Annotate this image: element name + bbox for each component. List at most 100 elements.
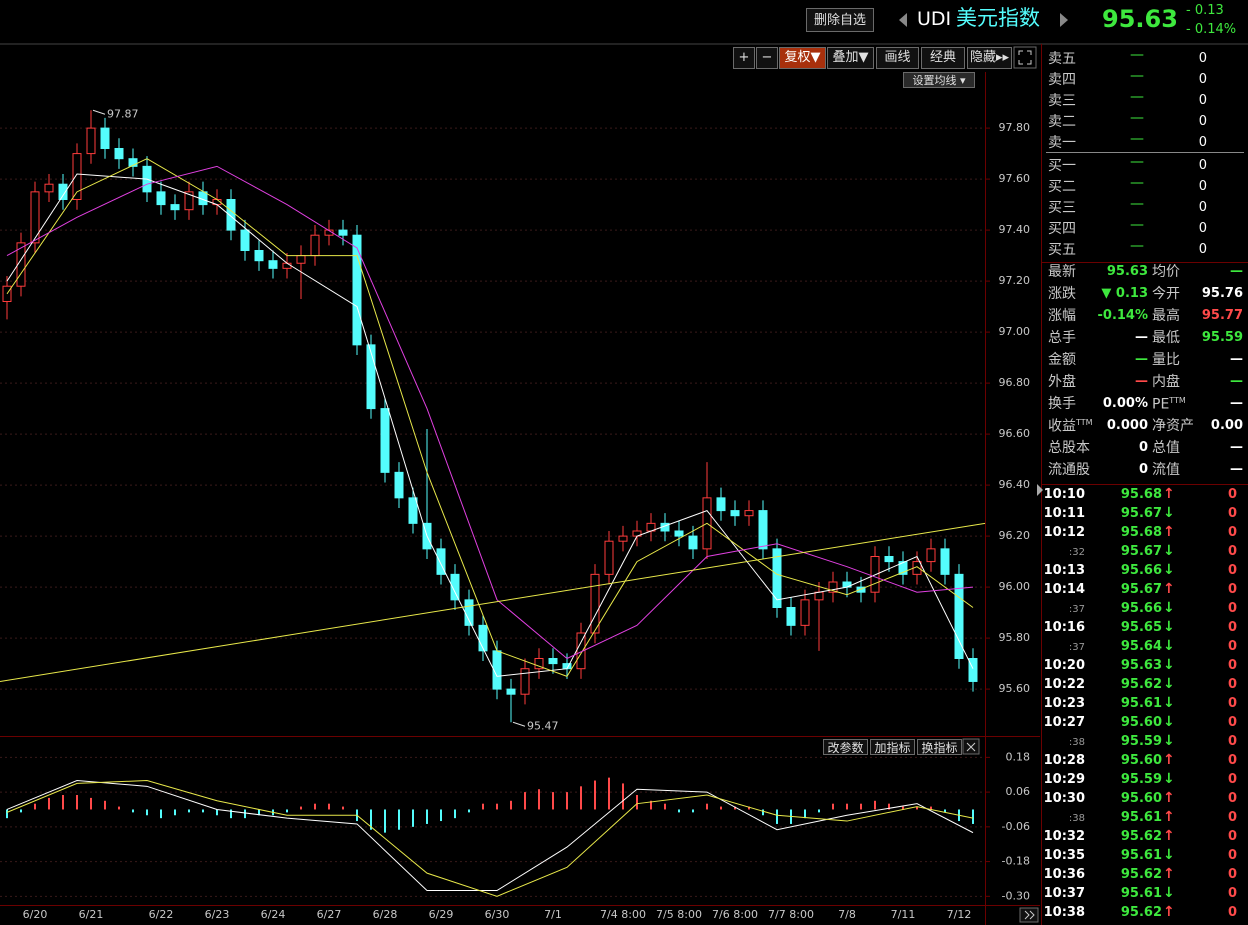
- book-label: 买三: [1048, 200, 1076, 216]
- toolbar-button[interactable]: 隐藏▸▸: [967, 47, 1012, 69]
- quote-label: 最新: [1048, 264, 1076, 280]
- indicator-button[interactable]: 加指标: [870, 739, 915, 755]
- quote-label: 净资产: [1152, 418, 1194, 434]
- x-tick-label: 6/24: [261, 908, 286, 921]
- trade-price: 95.61: [1120, 886, 1162, 901]
- indicator-button[interactable]: 换指标: [917, 739, 962, 755]
- book-price: —: [1130, 196, 1144, 212]
- indicator-line: [6, 780, 974, 897]
- trade-direction: ↓: [1163, 600, 1175, 616]
- quote-label: 总手: [1048, 330, 1076, 346]
- quote-value: —: [1135, 374, 1148, 389]
- candle-body: [156, 191, 166, 206]
- trade-direction: ↑: [1163, 790, 1175, 806]
- candle-body: [814, 591, 824, 601]
- trade-price: 95.60: [1120, 791, 1162, 806]
- quote-label: 总股本: [1048, 440, 1090, 456]
- candle-body: [100, 127, 110, 150]
- trade-time: 10:10: [1043, 487, 1085, 502]
- trade-volume: 0: [1227, 905, 1237, 920]
- trade-volume: 0: [1227, 525, 1237, 540]
- trade-direction: ↓: [1163, 505, 1175, 521]
- watchlist-button[interactable]: 删除自选: [806, 8, 874, 32]
- trade-direction: ↓: [1163, 543, 1175, 559]
- trade-volume: 0: [1227, 772, 1237, 787]
- candle-body: [604, 540, 614, 575]
- candle-body: [520, 668, 530, 695]
- candle-body: [898, 561, 908, 575]
- quote-value: 95.77: [1201, 308, 1243, 323]
- trade-price: 95.61: [1120, 810, 1162, 825]
- fullscreen-icon[interactable]: [1013, 46, 1037, 69]
- trade-price: 95.62: [1120, 677, 1162, 692]
- x-tick-label: 7/1: [544, 908, 562, 921]
- quote-value: —: [1230, 352, 1243, 367]
- y-tick-label: 0.06: [1006, 785, 1031, 798]
- candle-body: [226, 199, 236, 231]
- book-price: —: [1130, 89, 1144, 105]
- trade-volume: 0: [1227, 886, 1237, 901]
- trade-price: 95.59: [1120, 772, 1162, 787]
- x-tick-label: 6/22: [149, 908, 174, 921]
- toolbar-button[interactable]: +: [733, 47, 755, 69]
- next-arrow[interactable]: [1060, 13, 1068, 27]
- trade-time: :37: [1068, 642, 1085, 653]
- close-indicator[interactable]: [962, 738, 980, 755]
- y-tick-label: 97.00: [999, 325, 1031, 338]
- y-tick-label: 96.80: [999, 376, 1031, 389]
- quote-value: —: [1230, 264, 1243, 279]
- ma-settings[interactable]: 设置均线 ▾: [903, 72, 975, 88]
- candle-body: [926, 548, 936, 563]
- quote-value: —: [1135, 330, 1148, 345]
- book-price: —: [1130, 47, 1144, 63]
- x-tick-label: 7/11: [891, 908, 916, 921]
- candle-body: [968, 658, 978, 682]
- trade-direction: ↓: [1163, 657, 1175, 673]
- book-volume: 0: [1198, 135, 1207, 150]
- candle-body: [128, 158, 138, 167]
- x-tick-label: 7/7 8:00: [768, 908, 814, 921]
- candle-body: [772, 548, 782, 608]
- candle-body: [744, 510, 754, 517]
- trade-time: 10:23: [1043, 696, 1085, 711]
- last-price: 95.63: [1102, 5, 1178, 33]
- trade-price: 95.68: [1120, 525, 1162, 540]
- trade-volume: 0: [1227, 848, 1237, 863]
- toolbar-button[interactable]: 经典: [921, 47, 965, 69]
- quote-value: 0: [1138, 440, 1148, 455]
- trade-time: 10:32: [1043, 829, 1085, 844]
- trade-time: 10:36: [1043, 867, 1085, 882]
- trade-direction: ↑: [1163, 828, 1175, 844]
- toolbar-button[interactable]: 画线: [876, 47, 919, 69]
- toolbar-button[interactable]: −: [756, 47, 778, 69]
- trade-direction: ↓: [1163, 562, 1175, 578]
- prev-arrow[interactable]: [899, 13, 907, 27]
- toolbar-button[interactable]: 复权▼: [779, 47, 826, 69]
- book-label: 买五: [1048, 242, 1076, 258]
- trade-volume: 0: [1227, 582, 1237, 597]
- candle-body: [576, 632, 586, 670]
- toolbar-button[interactable]: 叠加▼: [827, 47, 874, 69]
- collapse-handle[interactable]: [1037, 484, 1043, 496]
- candle-body: [534, 658, 544, 670]
- book-price: —: [1130, 110, 1144, 126]
- y-tick-label: -0.06: [1002, 820, 1030, 833]
- x-tick-label: 7/8: [838, 908, 856, 921]
- trade-direction: ↑: [1163, 809, 1175, 825]
- book-price: —: [1130, 68, 1144, 84]
- indicator-button[interactable]: 改参数: [823, 739, 868, 755]
- x-tick-label: 6/29: [429, 908, 454, 921]
- trade-price: 95.60: [1120, 753, 1162, 768]
- book-price: —: [1130, 238, 1144, 254]
- trade-price: 95.67: [1120, 582, 1162, 597]
- scroll-button[interactable]: [1019, 907, 1039, 923]
- trade-time: 10:37: [1043, 886, 1085, 901]
- book-volume: 0: [1198, 200, 1207, 215]
- x-tick-label: 7/12: [947, 908, 972, 921]
- annotation-label: 95.47: [527, 719, 559, 732]
- y-tick-label: 97.60: [999, 172, 1031, 185]
- quote-value: 95.63: [1106, 264, 1148, 279]
- book-volume: 0: [1198, 179, 1207, 194]
- quote-label: 收益TTM: [1048, 418, 1093, 435]
- candle-body: [170, 204, 180, 211]
